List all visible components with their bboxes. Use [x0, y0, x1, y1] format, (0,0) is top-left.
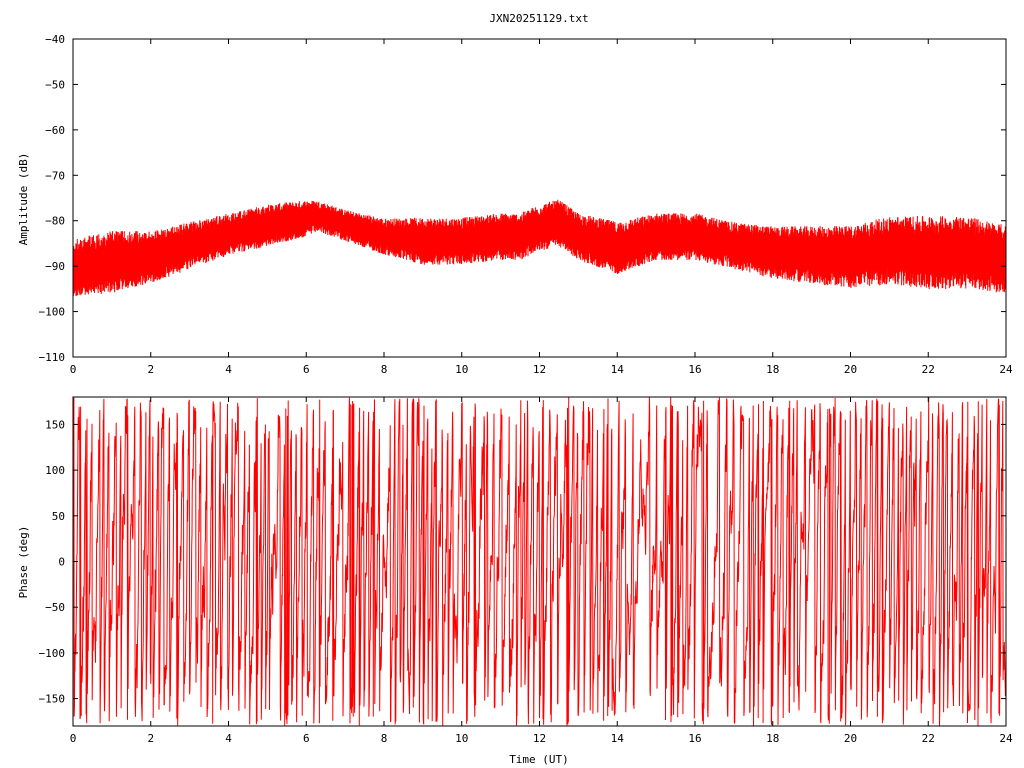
phase-x-tick-label: 20 — [844, 732, 857, 745]
phase-x-tick-label: 6 — [303, 732, 310, 745]
amplitude-x-tick-label: 20 — [844, 363, 857, 376]
amplitude-y-axis-label: Amplitude (dB) — [17, 153, 30, 246]
amplitude-x-tick-label: 6 — [303, 363, 310, 376]
phase-x-tick-label: 18 — [766, 732, 779, 745]
phase-y-tick-label: 50 — [52, 510, 65, 523]
amplitude-series-line — [73, 199, 1006, 296]
phase-x-tick-label: 4 — [225, 732, 232, 745]
phase-x-tick-label: 2 — [147, 732, 154, 745]
amplitude-x-tick-label: 10 — [455, 363, 468, 376]
phase-x-tick-label: 10 — [455, 732, 468, 745]
phase-y-tick-label: −50 — [45, 601, 65, 614]
amplitude-y-tick-label: −40 — [45, 33, 65, 46]
amplitude-x-tick-label: 12 — [533, 363, 546, 376]
amplitude-y-tick-label: −90 — [45, 260, 65, 273]
amplitude-x-tick-label: 4 — [225, 363, 232, 376]
amplitude-y-tick-label: −80 — [45, 215, 65, 228]
phase-y-tick-label: 0 — [58, 556, 65, 569]
amplitude-x-tick-label: 8 — [381, 363, 388, 376]
amplitude-x-tick-label: 0 — [70, 363, 77, 376]
phase-x-tick-label: 0 — [70, 732, 77, 745]
amplitude-x-tick-label: 2 — [147, 363, 154, 376]
phase-series-line — [73, 397, 1006, 726]
time-x-axis-label: Time (UT) — [509, 753, 569, 766]
phase-y-tick-label: −100 — [39, 647, 66, 660]
phase-x-tick-label: 24 — [999, 732, 1013, 745]
amplitude-y-tick-label: −70 — [45, 169, 65, 182]
phase-x-tick-label: 8 — [381, 732, 388, 745]
amplitude-plot-frame — [72, 38, 1007, 358]
phase-y-tick-label: 150 — [45, 418, 65, 431]
amplitude-x-tick-label: 16 — [688, 363, 701, 376]
amplitude-y-tick-label: −100 — [39, 306, 66, 319]
amplitude-x-tick-label: 18 — [766, 363, 779, 376]
phase-y-axis-label: Phase (deg) — [17, 526, 30, 599]
phase-x-tick-label: 12 — [533, 732, 546, 745]
phase-x-tick-label: 22 — [922, 732, 935, 745]
phase-x-tick-label: 14 — [611, 732, 625, 745]
phase-panel: 0 2 4 6 8 10 12 14 16 18 20 22 24150100500−50−100−15… — [39, 396, 1013, 745]
phase-x-tick-label: 16 — [688, 732, 701, 745]
chart-title: JXN20251129.txt — [489, 12, 588, 25]
phase-y-tick-label: −150 — [39, 693, 66, 706]
phase-y-tick-label: 100 — [45, 464, 65, 477]
amplitude-panel: 0 2 4 6 8 10 12 14 16 18 20 22 24−40−50−60−70−80−90−… — [39, 33, 1013, 376]
amplitude-x-tick-label: 14 — [611, 363, 625, 376]
amplitude-y-tick-label: −110 — [39, 351, 66, 364]
amplitude-y-tick-label: −60 — [45, 124, 65, 137]
amplitude-x-tick-label: 24 — [999, 363, 1013, 376]
amplitude-x-tick-label: 22 — [922, 363, 935, 376]
amplitude-y-tick-label: −50 — [45, 78, 65, 91]
